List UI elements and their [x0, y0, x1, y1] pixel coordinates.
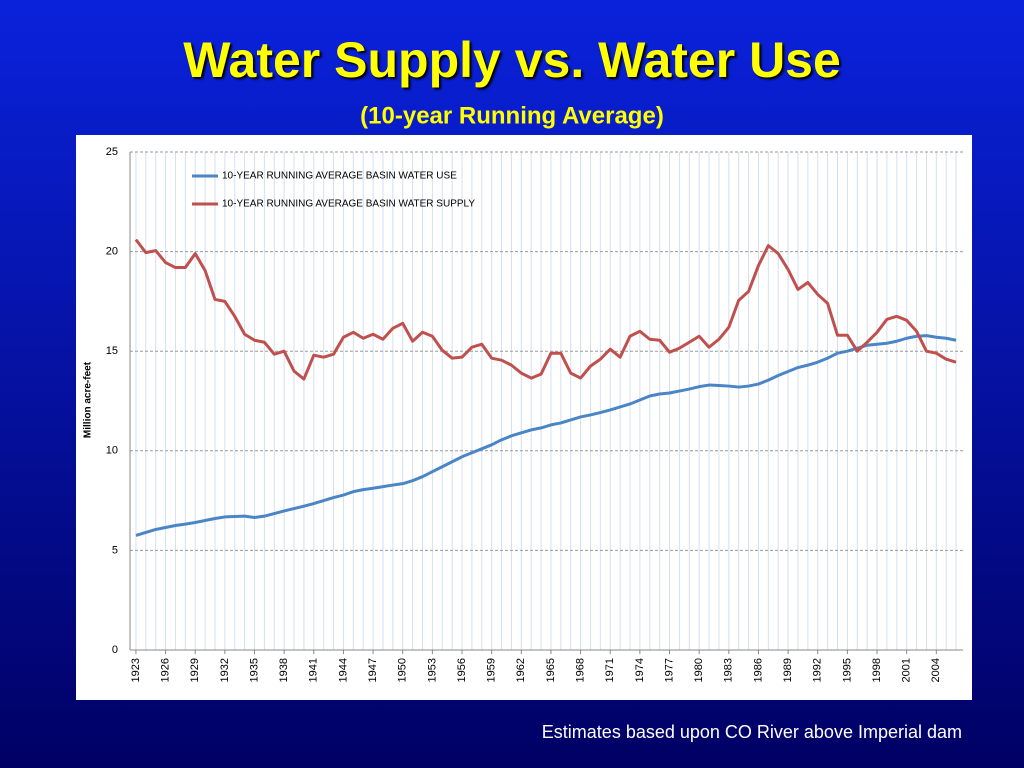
x-tick-label: 1986: [752, 658, 764, 682]
x-tick-label: 1974: [634, 658, 646, 682]
y-axis-label: Million acre-feet: [83, 361, 94, 438]
x-tick-label: 1935: [248, 658, 260, 682]
x-tick-label: 1959: [486, 658, 498, 682]
x-tick-label: 1950: [397, 658, 409, 682]
x-tick-label: 1932: [219, 658, 231, 682]
x-tick-label: 2001: [901, 658, 913, 682]
x-tick-label: 1968: [574, 658, 586, 682]
slide-title: Water Supply vs. Water Use: [183, 32, 841, 88]
footnote: Estimates based upon CO River above Impe…: [542, 722, 962, 742]
y-tick-label: 10: [106, 445, 118, 457]
y-tick-label: 5: [112, 544, 118, 556]
x-tick-label: 1962: [515, 658, 527, 682]
x-tick-label: 1938: [278, 658, 290, 682]
y-tick-label: 0: [112, 644, 118, 656]
x-tick-label: 1944: [337, 658, 349, 682]
y-tick-label: 25: [106, 146, 118, 158]
x-tick-label: 1947: [367, 658, 379, 682]
x-tick-label: 1953: [426, 658, 438, 682]
legend-label: 10-YEAR RUNNING AVERAGE BASIN WATER USE: [222, 171, 457, 182]
x-tick-label: 1998: [871, 658, 883, 682]
x-tick-label: 1995: [841, 658, 853, 682]
x-tick-label: 1977: [663, 658, 675, 682]
x-tick-label: 1926: [159, 658, 171, 682]
x-tick-label: 1923: [130, 658, 142, 682]
x-tick-label: 1992: [812, 658, 824, 682]
x-tick-label: 1956: [456, 658, 468, 682]
x-tick-label: 1980: [693, 658, 705, 682]
y-tick-label: 15: [106, 345, 118, 357]
x-tick-label: 1983: [723, 658, 735, 682]
legend-label: 10-YEAR RUNNING AVERAGE BASIN WATER SUPP…: [222, 199, 475, 210]
x-tick-label: 1929: [189, 658, 201, 682]
x-tick-label: 1965: [545, 658, 557, 682]
series-line: [135, 334, 957, 537]
series-line: [134, 238, 957, 381]
x-tick-label: 2004: [930, 658, 942, 682]
slide-subtitle: (10-year Running Average): [360, 102, 664, 129]
x-tick-label: 1971: [604, 658, 616, 682]
x-tick-label: 1989: [782, 658, 794, 682]
y-tick-label: 20: [106, 246, 118, 258]
x-tick-label: 1941: [308, 658, 320, 682]
